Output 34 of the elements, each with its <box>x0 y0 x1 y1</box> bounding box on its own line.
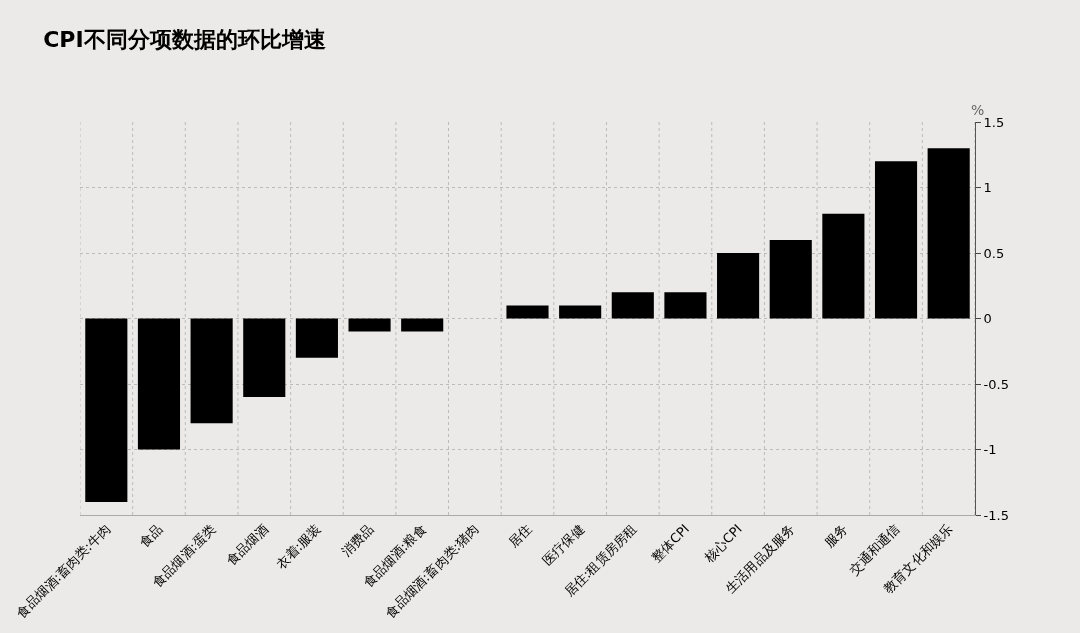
bar <box>822 213 865 319</box>
y-tick-label: -1 <box>983 442 997 458</box>
x-tick-label: 食品烟酒:畜肉类:牛肉 <box>13 521 114 621</box>
bar <box>927 148 970 319</box>
x-tick-label: 服务 <box>821 521 851 551</box>
y-tick-label: 0 <box>983 311 992 327</box>
x-tick-label: 整体CPI <box>648 521 693 565</box>
x-tick-label: 居住 <box>505 521 535 551</box>
bar <box>769 239 812 319</box>
x-tick-label: 食品烟酒 <box>223 521 271 569</box>
x-tick-label: 衣着:服装 <box>273 521 324 572</box>
y-tick-label: 1.5 <box>983 114 1005 130</box>
bar <box>137 318 181 450</box>
x-tick-label: 食品 <box>136 521 166 551</box>
bar <box>190 318 233 424</box>
bar <box>506 305 549 319</box>
bar <box>243 318 286 398</box>
y-tick-label: -0.5 <box>983 376 1009 392</box>
x-tick-label: 核心CPI <box>700 521 745 566</box>
bar <box>611 292 654 319</box>
y-tick-label: 0.5 <box>983 245 1005 261</box>
y-axis-title: % <box>971 102 985 118</box>
bar <box>295 318 338 358</box>
bar <box>874 161 918 319</box>
bar <box>717 253 760 319</box>
y-tick-label: -1.5 <box>983 507 1009 523</box>
x-tick-label: 消费品 <box>338 521 377 560</box>
bar <box>401 318 444 332</box>
y-tick-label: 1 <box>983 180 992 196</box>
bar <box>85 318 128 502</box>
bar <box>664 292 707 319</box>
bar <box>559 305 602 319</box>
bar <box>348 318 391 332</box>
chart-title: CPI不同分项数据的环比增速 <box>43 27 326 53</box>
